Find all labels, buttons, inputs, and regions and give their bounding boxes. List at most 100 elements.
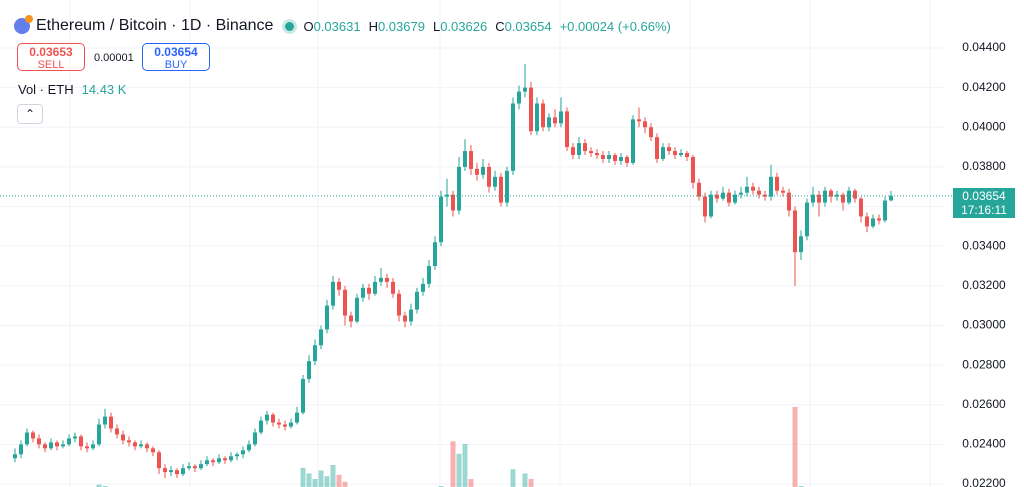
candle-body xyxy=(883,200,887,221)
candle-body xyxy=(199,464,203,469)
candle-body xyxy=(685,153,689,157)
candle-body xyxy=(307,361,311,379)
volume-bar xyxy=(96,484,102,487)
candle-body xyxy=(31,432,35,439)
candle-body xyxy=(625,157,629,163)
y-tick-label: 0.03000 xyxy=(962,318,1006,332)
candle-body xyxy=(211,460,215,463)
candle-body xyxy=(715,194,719,199)
candle-body xyxy=(751,186,755,191)
candle-body xyxy=(469,151,473,169)
candle-body xyxy=(121,434,125,441)
buy-price: 0.03654 xyxy=(154,45,198,59)
candle-body xyxy=(223,458,227,461)
candle-body xyxy=(703,196,707,217)
high-value: 0.03679 xyxy=(377,18,425,34)
candle-body xyxy=(529,87,533,132)
volume-value: 14.43 K xyxy=(81,82,127,97)
sell-price: 0.03653 xyxy=(29,45,73,59)
candle-body xyxy=(865,216,869,227)
y-tick-label: 0.03200 xyxy=(962,278,1006,292)
candle-body xyxy=(283,424,287,427)
candle-body xyxy=(343,289,347,316)
candle-body xyxy=(841,194,845,203)
price-tag-value: 0.03654 xyxy=(962,189,1006,203)
candle-body xyxy=(781,190,785,193)
volume-bar xyxy=(510,469,516,487)
candle-body xyxy=(487,166,491,187)
candle-body xyxy=(559,111,563,124)
price-tag: 0.03654 17:16:11 xyxy=(953,188,1015,218)
volume-legend: Vol · ETH 14.43 K xyxy=(18,82,126,97)
candle-body xyxy=(151,448,155,453)
candle-body xyxy=(139,444,143,447)
close-label: C xyxy=(495,18,505,34)
candle-body xyxy=(595,153,599,156)
countdown: 17:16:11 xyxy=(961,203,1007,217)
candle-body xyxy=(577,143,581,156)
sell-button[interactable]: 0.03653 SELL xyxy=(17,43,85,71)
candle-body xyxy=(187,466,191,469)
candle-body xyxy=(769,176,773,197)
candle-body xyxy=(463,151,467,167)
chart-title[interactable]: Ethereum / Bitcoin · 1D · Binance xyxy=(36,17,274,34)
y-tick-label: 0.04200 xyxy=(962,80,1006,94)
candle-body xyxy=(289,422,293,427)
candle-body xyxy=(391,281,395,294)
candle-body xyxy=(451,194,455,211)
candle-body xyxy=(91,444,95,449)
candle-body xyxy=(787,192,791,211)
candle-body xyxy=(517,91,521,104)
candle-body xyxy=(67,438,71,445)
candle-body xyxy=(481,166,485,175)
candle-body xyxy=(571,147,575,156)
candle-body xyxy=(739,192,743,195)
volume-bar xyxy=(336,474,342,487)
high-label: H xyxy=(368,18,378,34)
candle-body xyxy=(205,460,209,465)
candle-body xyxy=(493,176,497,187)
volume-bar xyxy=(318,470,324,487)
candle-body xyxy=(349,315,353,322)
collapse-button[interactable]: ⌃ xyxy=(17,104,43,124)
candle-body xyxy=(583,143,587,152)
candle-body xyxy=(889,195,893,201)
candle-body xyxy=(127,440,131,443)
candle-body xyxy=(433,242,437,266)
candle-body xyxy=(457,166,461,211)
candle-body xyxy=(511,103,515,171)
candle-body xyxy=(679,153,683,156)
candle-body xyxy=(361,287,365,298)
y-tick-label: 0.03400 xyxy=(962,238,1006,252)
candle-body xyxy=(181,468,185,475)
candle-body xyxy=(553,117,557,124)
candle-body xyxy=(145,444,149,449)
candle-body xyxy=(271,414,275,423)
candle-body xyxy=(385,277,389,282)
volume-bar xyxy=(342,481,348,487)
candle-body xyxy=(655,137,659,159)
candle-body xyxy=(673,151,677,156)
candle-body xyxy=(649,127,653,138)
candle-body xyxy=(325,305,329,330)
volume-bar xyxy=(450,441,456,487)
candle-body xyxy=(163,468,167,473)
title-row: Ethereum / Bitcoin · 1D · Binance O 0.036… xyxy=(14,15,679,37)
candle-body xyxy=(667,147,671,152)
candle-body xyxy=(409,309,413,322)
candle-body xyxy=(859,198,863,217)
y-tick-label: 0.02400 xyxy=(962,437,1006,451)
buy-button[interactable]: 0.03654 BUY xyxy=(142,43,210,71)
candle-body xyxy=(823,190,827,203)
candle-body xyxy=(319,329,323,346)
candle-body xyxy=(601,155,605,159)
candle-body xyxy=(403,315,407,322)
candle-body xyxy=(697,182,701,197)
candle-body xyxy=(265,414,269,421)
candle-body xyxy=(415,291,419,310)
low-label: L xyxy=(432,18,441,34)
ohlc-legend: O 0.03631 H 0.03679 L 0.03626 C 0.03654 +0.0… xyxy=(303,19,678,34)
low-value: 0.03626 xyxy=(440,18,488,34)
candle-body xyxy=(331,281,335,306)
candle-body xyxy=(241,450,245,455)
